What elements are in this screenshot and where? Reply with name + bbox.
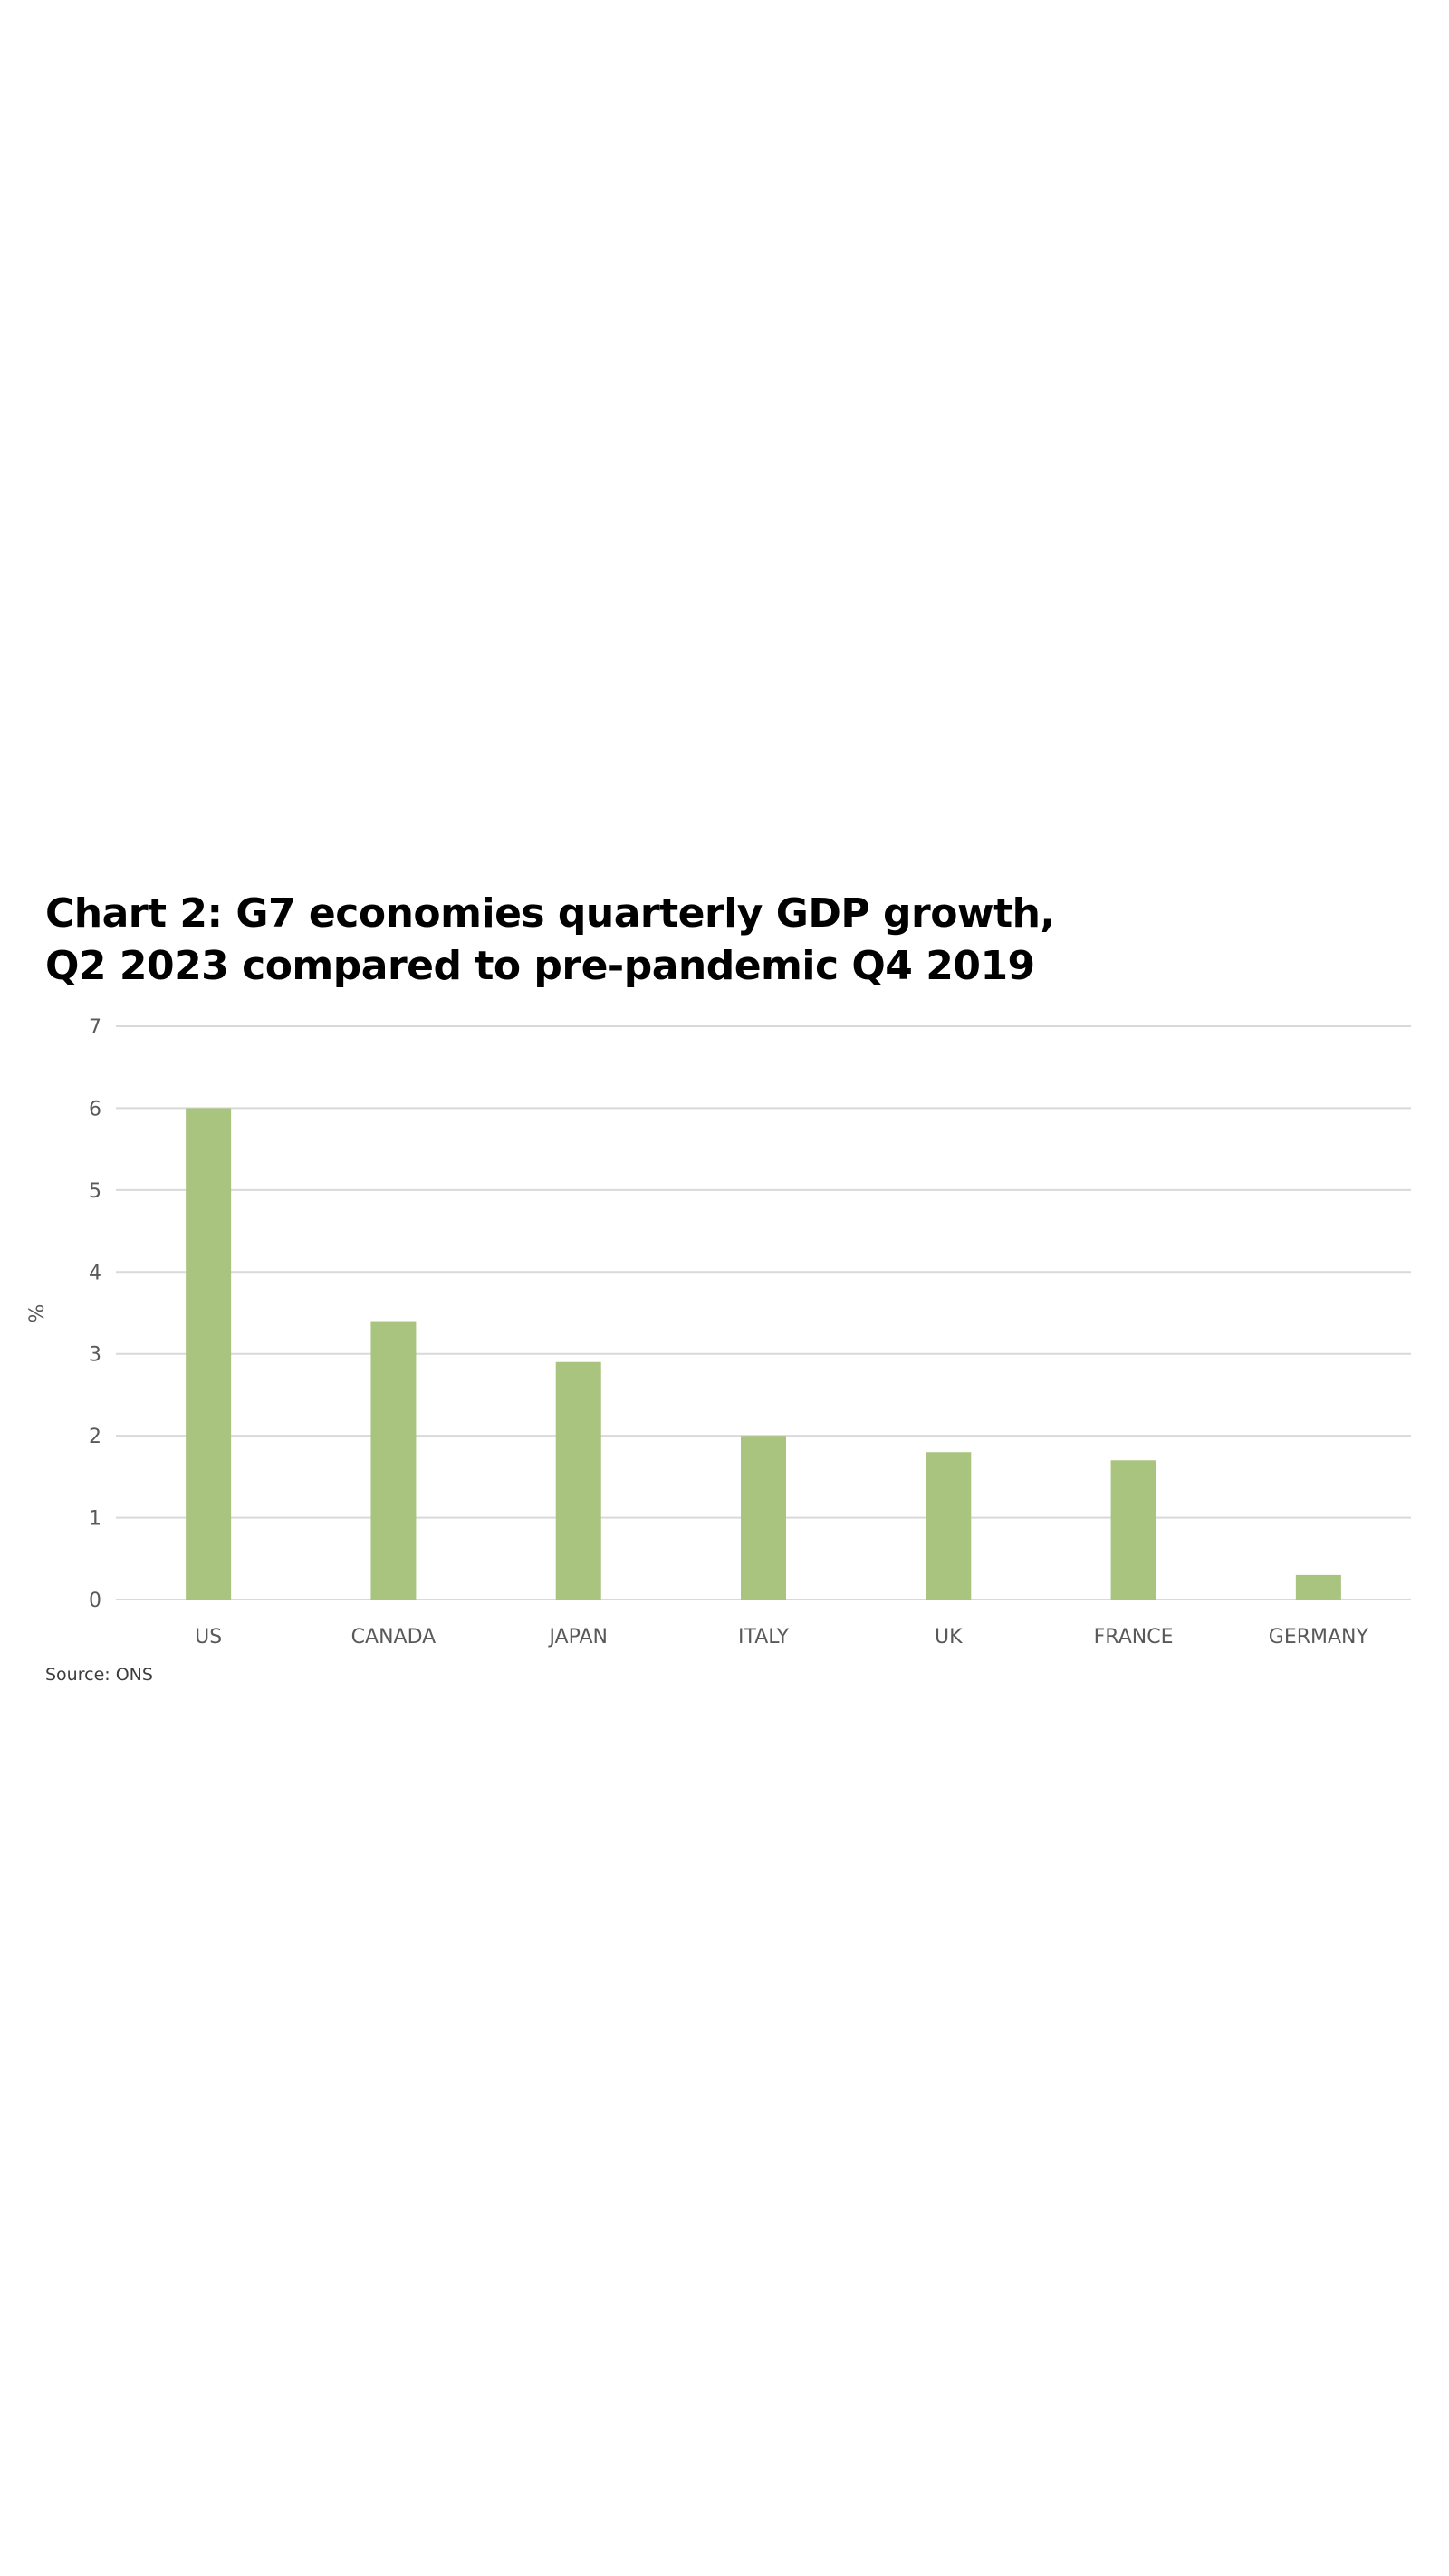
y-tick-label: 6	[89, 1098, 101, 1120]
x-category-label: US	[195, 1626, 222, 1648]
y-axis-ticks: 0 1 2 3 4 5 6 7	[89, 1016, 101, 1612]
chart-title: Chart 2: G7 economies quarterly GDP grow…	[45, 888, 1132, 993]
chart-title-line-1: Chart 2: G7 economies quarterly GDP grow…	[45, 890, 1055, 937]
y-tick-label: 5	[89, 1180, 101, 1203]
bar-chart: 0 1 2 3 4 5 6 7 US CANADA JAPAN ITALY UK FRANCE GERMA…	[26, 1016, 1411, 1648]
y-tick-label: 3	[89, 1344, 101, 1367]
y-tick-label: 4	[89, 1262, 101, 1284]
bar-france	[1110, 1460, 1156, 1600]
bar-us	[186, 1108, 232, 1600]
y-tick-label: 2	[89, 1426, 101, 1448]
y-tick-label: 7	[89, 1016, 101, 1039]
bars	[186, 1108, 1341, 1600]
x-category-label: GERMANY	[1269, 1626, 1369, 1648]
bar-italy	[741, 1436, 786, 1600]
x-axis-categories: US CANADA JAPAN ITALY UK FRANCE GERMANY	[195, 1626, 1368, 1648]
y-tick-label: 1	[89, 1508, 101, 1531]
x-category-label: CANADA	[351, 1626, 437, 1648]
source-note: Source: ONS	[45, 1665, 153, 1685]
x-category-label: UK	[935, 1626, 963, 1648]
bar-japan	[555, 1361, 601, 1600]
chart-title-line-2: Q2 2023 compared to pre-pandemic Q4 2019	[45, 943, 1035, 989]
bar-germany	[1295, 1574, 1341, 1600]
bar-canada	[370, 1321, 417, 1600]
bar-uk	[926, 1452, 972, 1600]
x-category-label: FRANCE	[1094, 1626, 1174, 1648]
y-tick-label: 0	[89, 1590, 101, 1612]
x-category-label: JAPAN	[547, 1626, 608, 1648]
y-axis-label: %	[26, 1304, 49, 1323]
gridlines	[116, 1025, 1411, 1600]
x-category-label: ITALY	[738, 1626, 790, 1648]
